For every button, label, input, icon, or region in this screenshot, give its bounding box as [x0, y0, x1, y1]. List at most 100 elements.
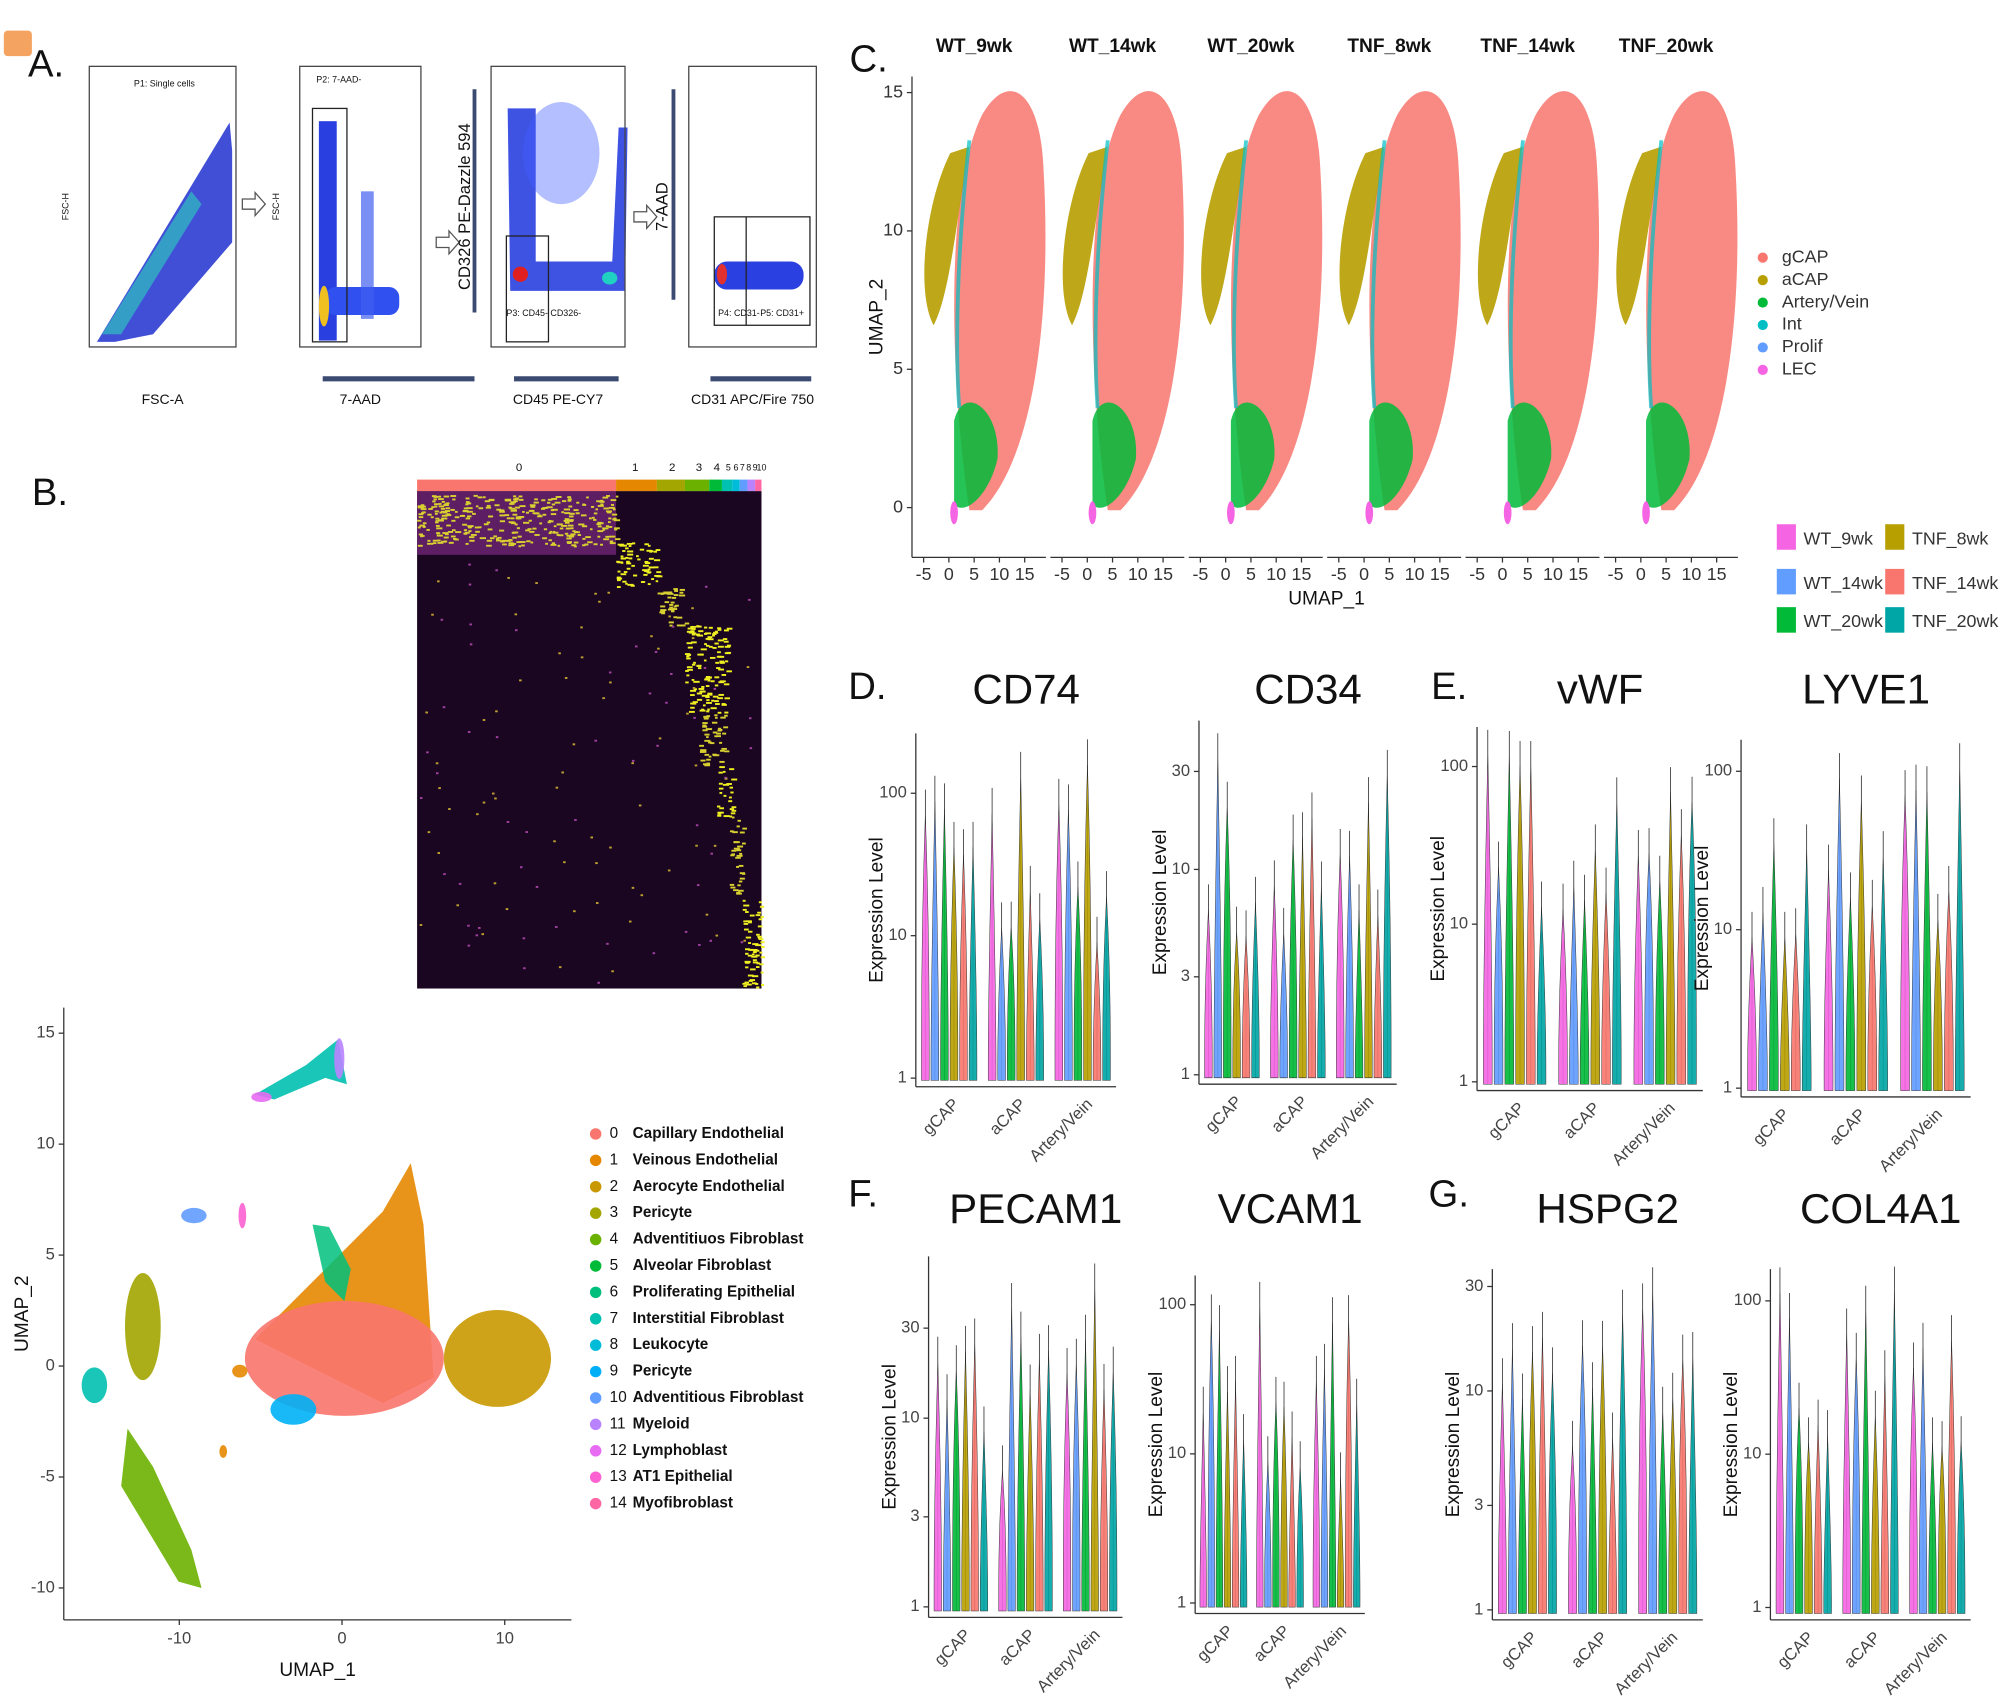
heatmap-cell [610, 499, 617, 502]
heatmap-cell [704, 632, 708, 635]
heatmap-cell [693, 688, 697, 691]
legend-label: Pericyte [633, 1204, 693, 1221]
heatmap-cell [744, 981, 750, 984]
heatmap-cell [608, 517, 612, 520]
violin-body [1354, 909, 1364, 1079]
heatmap-cell [588, 517, 592, 520]
heatmap-cell [634, 645, 638, 648]
cell-cloud [1642, 501, 1650, 525]
heatmap-cell [660, 609, 667, 612]
heatmap-cell [483, 523, 489, 526]
heatmap-cell [475, 505, 479, 508]
heatmap-cell [575, 512, 580, 515]
heatmap-cell [561, 500, 567, 503]
heatmap-cell [488, 515, 494, 518]
heatmap-cell [470, 534, 477, 536]
heatmap-cell [745, 936, 752, 939]
violin-body [1072, 1364, 1081, 1612]
heatmap-cell [443, 873, 446, 876]
y-tick-label: 10 [883, 220, 903, 240]
heatmap-cell [479, 537, 487, 540]
violin-body [1558, 909, 1568, 1085]
y-tick-label: 15 [883, 81, 903, 101]
heatmap-cell [606, 942, 609, 945]
heatmap-cell [463, 507, 468, 510]
heatmap-cell [590, 505, 595, 508]
violin-body [1092, 942, 1102, 1081]
violin-body [1240, 1439, 1248, 1608]
facs-arrow [435, 229, 461, 256]
violin-body [1508, 1348, 1517, 1614]
heatmap-cell [731, 816, 735, 819]
cell-cloud [1616, 146, 1662, 326]
violin-body [1035, 918, 1044, 1081]
x-tick-label: 5 [969, 564, 979, 584]
y-tick-label: 100 [879, 783, 907, 802]
facs-y-label: FSC-H [61, 193, 71, 220]
heatmap-cell [759, 951, 763, 954]
heatmap-cell [532, 527, 537, 530]
heatmap-cell [704, 643, 707, 646]
x-tick-label: 5 [1661, 564, 1671, 584]
heatmap-cell [513, 495, 517, 498]
heatmap-cell [580, 626, 583, 629]
heatmap-cell [509, 507, 516, 510]
heatmap-cluster-label: 2 [669, 462, 675, 474]
heatmap-cell [760, 941, 765, 944]
y-axis-label: Expression Level [1146, 1372, 1167, 1518]
violin-body [930, 801, 940, 1081]
heatmap-cell [454, 516, 460, 519]
heatmap-cell [656, 575, 663, 578]
heatmap-cell [732, 831, 738, 834]
heatmap-cell [685, 681, 689, 684]
violin-body [1102, 896, 1111, 1081]
heatmap-cell [495, 710, 498, 713]
y-tick-label: 3 [1474, 1495, 1483, 1514]
heatmap-cell [564, 521, 570, 524]
heatmap-cell [435, 520, 439, 523]
heatmap-cell [504, 498, 511, 501]
comment-icon [3, 30, 32, 57]
heatmap-cell [719, 807, 724, 810]
heatmap-cell [623, 544, 627, 547]
heatmap-cell [743, 928, 749, 931]
heatmap-cell [466, 515, 472, 518]
violin-body [1794, 1408, 1804, 1614]
heatmap-cell [711, 699, 715, 702]
violin-body [1090, 1288, 1099, 1612]
legend-id: 13 [610, 1468, 627, 1485]
heatmap-cell [703, 659, 707, 662]
violin-body [1345, 1320, 1353, 1608]
heatmap-cell [493, 882, 497, 885]
cell-cloud [1646, 402, 1690, 508]
heatmap-cell [731, 778, 738, 781]
heatmap-cell [650, 550, 654, 553]
heatmap-cell [736, 854, 743, 857]
violin-body [1213, 758, 1222, 1079]
y-tick-label: 30 [901, 1318, 919, 1337]
violin-body [1861, 1311, 1870, 1614]
heatmap-cell [481, 933, 485, 936]
heatmap-cell [419, 524, 426, 527]
heatmap-cell [465, 501, 470, 504]
heatmap-cell [427, 542, 434, 545]
violin-body [1601, 893, 1611, 1085]
heatmap-cell [647, 544, 651, 547]
heatmap-cell [718, 668, 725, 671]
heatmap-cell [595, 862, 598, 865]
heatmap-cell [510, 522, 517, 525]
legend-label: Artery/Vein [1782, 291, 1869, 311]
heatmap-cell [630, 584, 635, 587]
x-tick-label: 0 [1359, 564, 1369, 584]
violin-body [1320, 1369, 1328, 1608]
heatmap-cell [573, 509, 579, 512]
heatmap-cell [726, 651, 732, 654]
heatmap-cell [451, 519, 456, 522]
violin-body [952, 1370, 961, 1612]
heatmap-cell [736, 825, 740, 828]
x-axis-label: UMAP_1 [1288, 589, 1365, 610]
violin-body [979, 1432, 988, 1612]
heatmap-cell [679, 591, 684, 594]
facs-density [522, 102, 600, 205]
heatmap-cell [566, 534, 571, 537]
